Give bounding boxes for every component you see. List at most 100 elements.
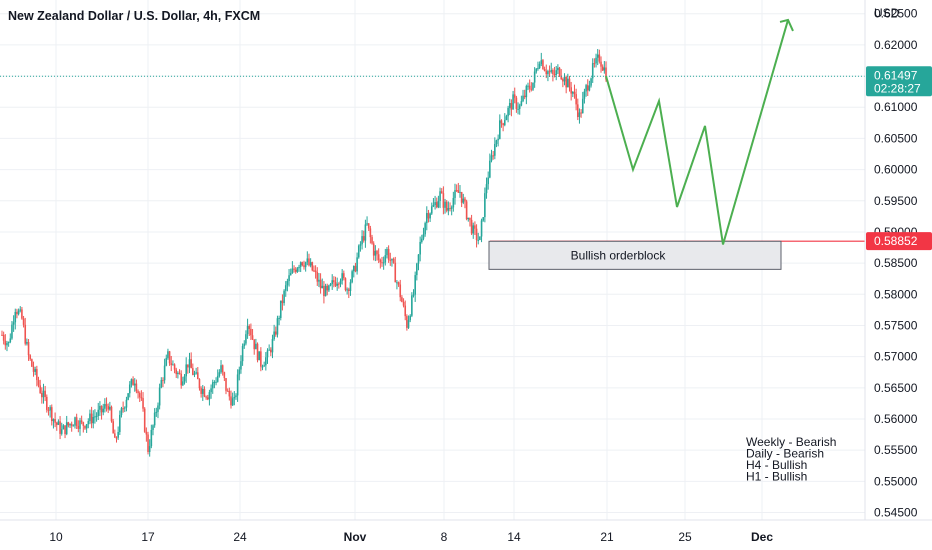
candle-body: [548, 71, 551, 73]
candle-body: [409, 315, 411, 321]
candle-body: [59, 421, 61, 434]
candle-body: [391, 258, 393, 261]
candle-body: [258, 351, 260, 361]
candle-body: [469, 217, 471, 220]
candle-body: [440, 191, 443, 194]
projection-path[interactable]: [605, 18, 794, 245]
price-tick-label: 0.55000: [874, 474, 918, 488]
candle-body: [296, 268, 299, 272]
projection-arrowhead: [779, 18, 794, 32]
candle-body: [591, 63, 594, 79]
candle-body: [220, 365, 222, 373]
candle-body: [407, 320, 410, 328]
candle-body: [401, 297, 403, 302]
candle-body: [77, 425, 80, 429]
candle-body: [7, 342, 10, 344]
candle-body: [142, 398, 144, 409]
candle-body: [543, 68, 546, 71]
candle-body: [223, 372, 226, 379]
candle-body: [583, 91, 586, 99]
time-axis[interactable]: 10 17 24 Nov 8 14 21 25 Dec: [49, 530, 773, 544]
price-tick-label: 0.61000: [874, 100, 918, 114]
price-tick-label: 0.60500: [874, 131, 918, 145]
candle-body: [1, 334, 3, 336]
price-tick-label: 0.56000: [874, 412, 918, 426]
candle-body: [527, 85, 529, 87]
price-tick-label: 0.54500: [874, 506, 918, 520]
candle-body: [283, 290, 285, 304]
candle-body: [331, 280, 334, 284]
candle-body: [79, 420, 81, 429]
candle-body: [528, 85, 531, 89]
candle-body: [250, 328, 252, 336]
candle-body: [457, 190, 460, 193]
candle-body: [530, 88, 533, 90]
countdown-value: 02:28:27: [874, 81, 921, 95]
candle-body: [62, 425, 65, 430]
candle-body: [576, 104, 579, 118]
candle-body: [593, 63, 596, 65]
projection-line[interactable]: [605, 19, 789, 245]
orderblock-rect[interactable]: [488, 240, 782, 270]
candle-body: [44, 390, 46, 397]
candle-body: [555, 70, 558, 75]
candle-body: [475, 228, 478, 241]
price-axis[interactable]: 0.54500 0.55000 0.55500 0.56000 0.56500 0.570…: [874, 7, 918, 520]
candle-body: [72, 425, 75, 427]
candle-body: [89, 413, 91, 422]
candle-body: [80, 420, 83, 423]
candle-body: [180, 373, 183, 386]
candle-body: [372, 243, 375, 256]
candle-body: [216, 375, 219, 382]
candle-body: [472, 225, 475, 234]
candle-body: [205, 396, 207, 398]
candle-body: [323, 285, 325, 297]
candle-body: [338, 283, 340, 285]
candle-body: [162, 380, 164, 382]
candle-body: [218, 372, 221, 376]
candle-body: [425, 213, 428, 224]
price-tick-label: 0.62000: [874, 38, 918, 52]
candle-body: [138, 393, 141, 398]
candle-body: [387, 248, 390, 260]
candle-body: [137, 391, 139, 394]
candle-body: [588, 85, 591, 91]
candle-body: [210, 388, 212, 393]
candle-body: [92, 416, 95, 424]
candle-body: [276, 318, 279, 335]
candle-body: [50, 407, 53, 422]
last-price-tag: 0.61497 02:28:27: [866, 66, 932, 97]
candle-body: [112, 421, 114, 434]
candle-body: [402, 301, 405, 306]
candle-body: [590, 78, 592, 86]
orderblock-zone[interactable]: Bullish orderblock: [488, 240, 782, 270]
candle-body: [572, 91, 574, 94]
candle-body: [585, 85, 587, 92]
candle-body: [293, 268, 295, 270]
price-tick-label: 0.56500: [874, 381, 918, 395]
candle-body: [601, 66, 604, 71]
candle-body: [435, 202, 438, 208]
candle-body: [404, 305, 407, 317]
candle-body: [172, 364, 174, 366]
candle-body: [430, 206, 433, 214]
candle-body: [449, 208, 451, 210]
candle-body: [268, 349, 270, 351]
candle-body: [41, 392, 43, 398]
candle-body: [525, 86, 528, 98]
candle-body: [379, 259, 382, 263]
candle-body: [349, 282, 352, 291]
candle-body: [538, 63, 541, 68]
candle-body: [552, 69, 554, 75]
candle-body: [235, 395, 237, 398]
time-tick-label: 17: [141, 530, 155, 544]
candle-body: [421, 238, 423, 242]
bias-note: H4 - Bullish: [746, 458, 807, 472]
candle-body: [487, 177, 489, 185]
candle-body: [70, 423, 73, 426]
candle-body: [286, 280, 289, 286]
candle-body: [274, 331, 277, 335]
candle-body: [490, 155, 493, 161]
candle-body: [47, 409, 50, 411]
